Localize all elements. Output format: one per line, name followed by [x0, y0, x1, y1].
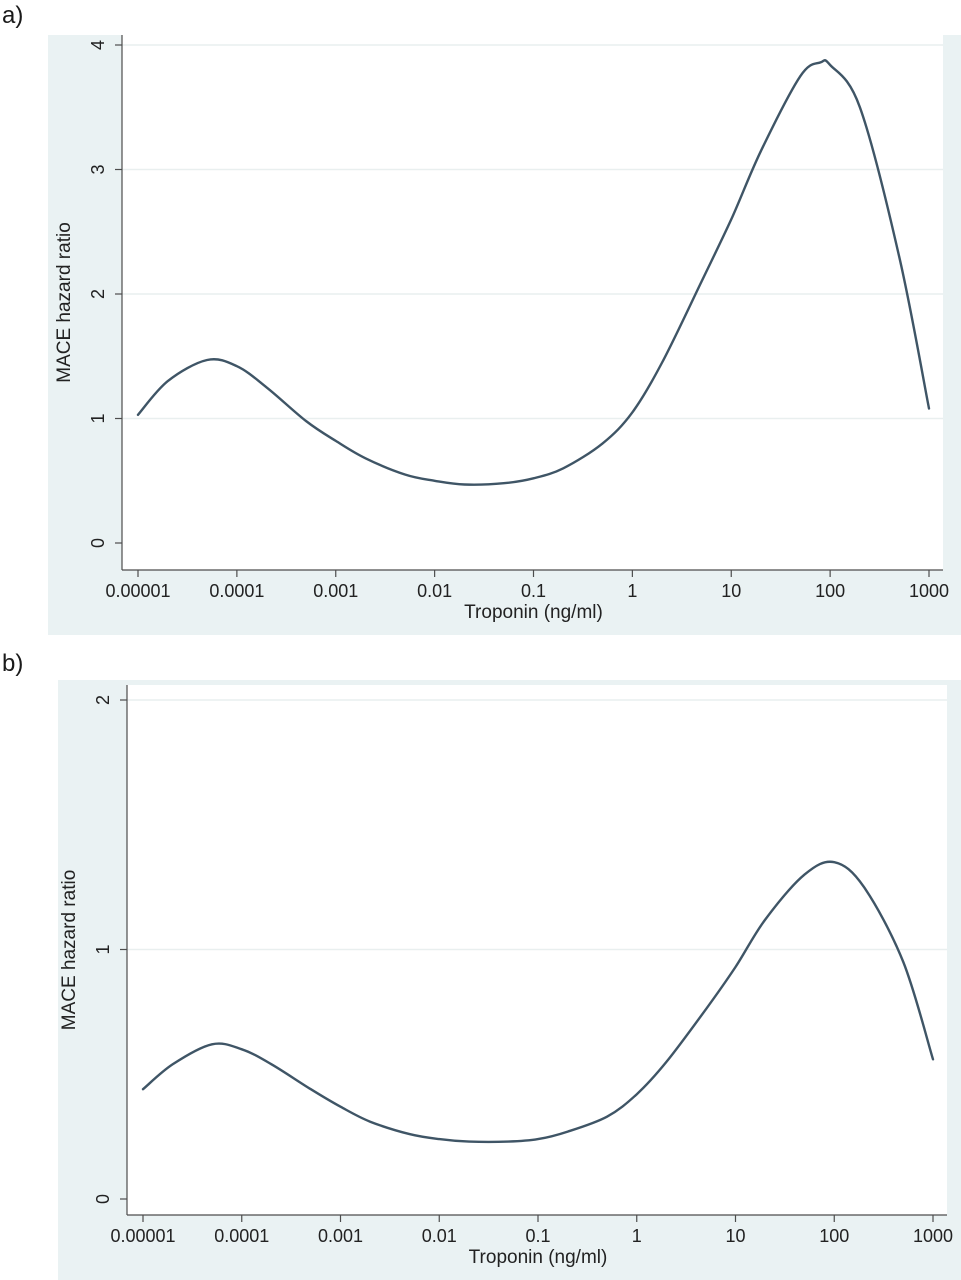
y-tick-label: 4: [88, 40, 108, 50]
series-line-0: [136, 59, 931, 486]
x-axis-title: Troponin (ng/ml): [464, 602, 603, 623]
x-tick-label: 0.01: [422, 1226, 457, 1246]
x-axis-title: Troponin (ng/ml): [469, 1247, 608, 1268]
y-tick-label: 1: [88, 413, 108, 423]
y-axis-title: MACE hazard ratio: [54, 222, 75, 383]
x-tick-label: 100: [819, 1226, 849, 1246]
y-axis-title: MACE hazard ratio: [59, 870, 80, 1031]
x-tick-label: 0.1: [525, 1226, 550, 1246]
x-tick-label: 0.0001: [214, 1226, 269, 1246]
x-tick-label: 1000: [913, 1226, 953, 1246]
x-tick-label: 1: [627, 581, 637, 601]
x-tick-label: 1000: [909, 581, 949, 601]
x-tick-label: 0.1: [521, 581, 546, 601]
chart-b: 0 1 2 0.00001 0.0001 0.001 0.01 0.1 1 10 100 1000 Tr…: [58, 680, 961, 1280]
panel-a-label: a): [2, 2, 24, 29]
x-tick-label: 0.00001: [110, 1226, 175, 1246]
x-tick-label: 1: [632, 1226, 642, 1246]
x-tick-label: 100: [815, 581, 845, 601]
plot-area: [122, 35, 943, 570]
x-tick-label: 0.001: [318, 1226, 363, 1246]
y-tick-label: 0: [88, 538, 108, 548]
y-tick-label: 0: [93, 1194, 113, 1204]
y-tick-label: 2: [93, 695, 113, 705]
panel-b-label: b): [2, 650, 24, 677]
x-tick-label: 0.01: [417, 581, 452, 601]
y-tick-label: 2: [88, 289, 108, 299]
x-tick-label: 10: [721, 581, 741, 601]
y-tick-label: 1: [93, 944, 113, 954]
y-tick-label: 3: [88, 164, 108, 174]
x-tick-label: 0.001: [313, 581, 358, 601]
x-tick-label: 0.00001: [105, 581, 170, 601]
chart-a: 0 1 2 3 4 0.00001 0.0001 0.001 0.01 0.1 1 10 100 1000…: [48, 35, 961, 635]
x-tick-label: 10: [725, 1226, 745, 1246]
series-line-0: [141, 860, 935, 1144]
x-tick-label: 0.0001: [209, 581, 264, 601]
